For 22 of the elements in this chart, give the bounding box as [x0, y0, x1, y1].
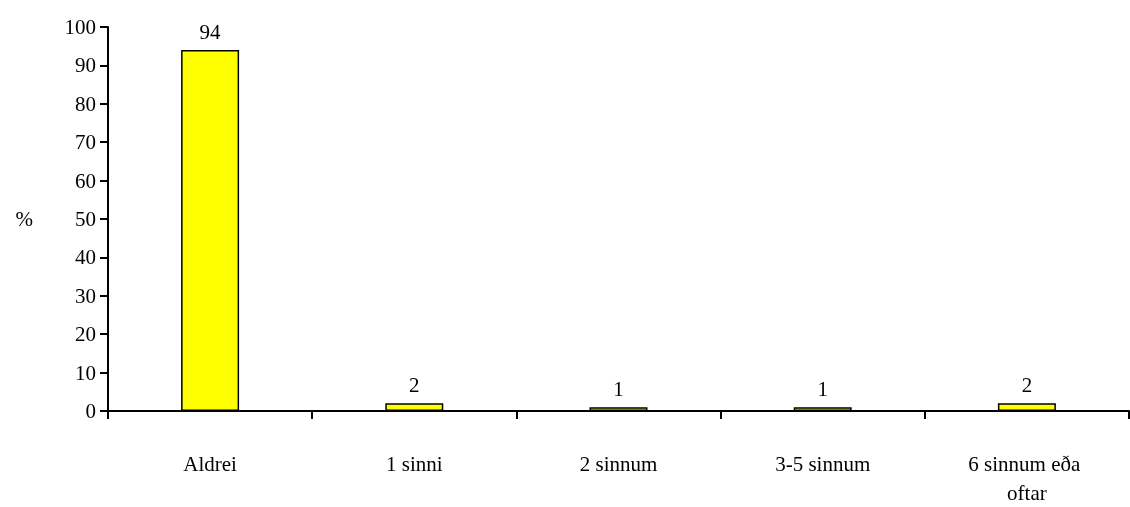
data-label: 1 [817, 376, 828, 401]
y-tick-label: 70 [75, 130, 96, 155]
y-tick-label: 50 [75, 207, 96, 231]
data-label: 94 [199, 19, 222, 44]
x-tick-label: Aldrei [183, 451, 238, 476]
y-tick-label: 60 [75, 168, 96, 193]
y-tick-label: 0 [85, 399, 96, 423]
x-tick-label: 2 sinnum [579, 451, 658, 476]
y-tick-label: 20 [75, 322, 96, 347]
y-tick-label: 90 [75, 53, 96, 78]
data-label: 2 [409, 372, 420, 397]
y-tick-label: 10 [75, 360, 96, 385]
y-tick-label: 100 [64, 15, 96, 39]
y-tick-label: 80 [75, 91, 96, 116]
x-tick-label: 6 sinnum eða oftar [968, 451, 1086, 505]
x-tick-label: 1 sinni [386, 451, 443, 476]
data-label: 1 [613, 376, 624, 401]
x-tick-label: 3-5 sinnum [775, 451, 871, 476]
y-axis-title: % [15, 207, 33, 231]
data-label: 2 [1021, 372, 1033, 397]
y-tick-label: 40 [75, 245, 96, 270]
y-tick-label: 30 [75, 283, 96, 308]
